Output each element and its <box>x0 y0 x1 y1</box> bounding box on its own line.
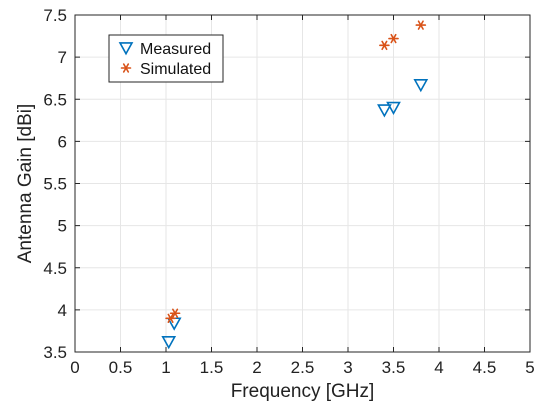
legend-label-simulated: Simulated <box>140 61 211 78</box>
x-tick-label: 4 <box>434 358 443 377</box>
legend-markers <box>118 42 134 73</box>
legend-marker-simulated <box>120 63 132 73</box>
simulated-point <box>415 20 427 30</box>
legend-label-measured: Measured <box>140 41 211 58</box>
x-tick-label: 0.5 <box>109 358 133 377</box>
measured-point <box>161 335 177 350</box>
y-tick-label: 5.5 <box>43 175 67 194</box>
simulated-point <box>388 33 399 44</box>
y-tick-label: 4.5 <box>43 259 67 278</box>
simulated-point <box>379 40 390 51</box>
measured-point <box>413 79 429 93</box>
simulated-point <box>169 308 181 318</box>
x-tick-label: 0 <box>70 358 79 377</box>
x-tick-label: 2 <box>252 358 261 377</box>
legend: Measured Simulated <box>108 34 224 83</box>
x-tick-label: 1.5 <box>200 358 224 377</box>
x-tick-label: 5 <box>525 358 534 377</box>
x-tick-label: 2.5 <box>291 358 315 377</box>
x-tick-label: 3 <box>343 358 352 377</box>
x-tick-label: 3.5 <box>382 358 406 377</box>
y-tick-label: 7.5 <box>43 6 67 25</box>
y-tick-label: 4 <box>58 301 67 320</box>
axis-ticks: 0 0.5 1 1.5 2 2.5 3 3.5 4 4.5 5 3.5 4 4.5 5 5.5 6 6.5 7 7.5 <box>43 6 534 377</box>
legend-marker-measured <box>118 42 134 56</box>
x-axis-title: Frequency [GHz] <box>231 381 375 402</box>
y-tick-label: 6 <box>58 132 67 151</box>
measured-point <box>386 101 401 116</box>
y-tick-label: 3.5 <box>43 343 67 362</box>
data-markers <box>161 20 429 350</box>
x-tick-label: 1 <box>161 358 170 377</box>
simulated-point <box>165 313 176 323</box>
y-tick-label: 7 <box>58 48 67 67</box>
y-tick-label: 5 <box>58 217 67 236</box>
x-tick-label: 4.5 <box>473 358 497 377</box>
y-tick-label: 6.5 <box>43 90 67 109</box>
measured-point <box>377 104 392 118</box>
y-axis-title: Antenna Gain [dBi] <box>15 104 36 264</box>
